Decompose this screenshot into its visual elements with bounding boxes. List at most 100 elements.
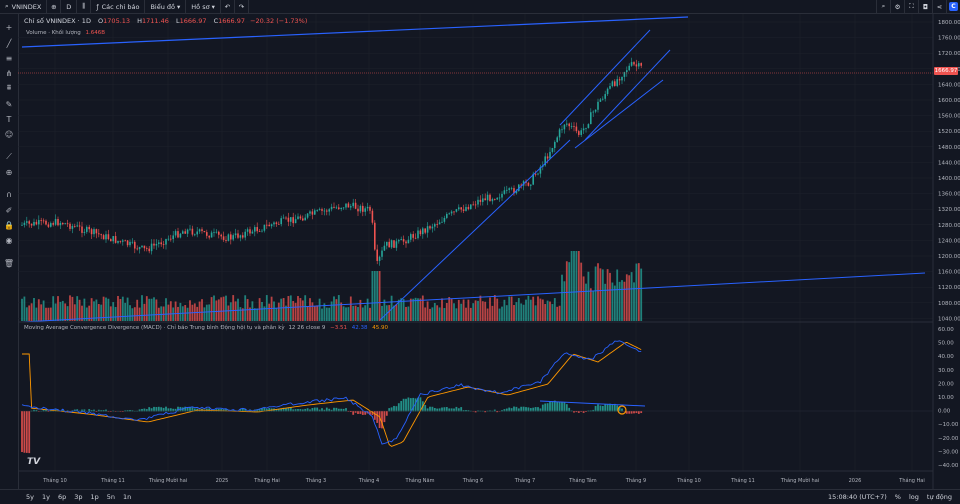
macd-histogram-bar — [138, 409, 141, 412]
chart-type-button[interactable]: ⫼ — [77, 0, 92, 13]
macd-tick-label: 20.00 — [938, 381, 954, 387]
crosshair-icon[interactable]: + — [5, 22, 13, 32]
macd-histogram-bar — [376, 411, 379, 423]
open-label: O — [98, 17, 104, 25]
candle-body — [40, 220, 42, 221]
range-button[interactable]: 5n — [106, 493, 116, 501]
volume-bar — [460, 303, 463, 321]
macd-histogram-bar — [472, 411, 475, 412]
horizontal-lines-icon[interactable]: ≡ — [5, 53, 13, 63]
volume-bar — [589, 288, 592, 321]
candle-body — [191, 228, 194, 235]
brand-button[interactable]: C — [946, 0, 960, 13]
volume-bar — [21, 298, 23, 321]
macd-histogram-bar — [361, 411, 364, 415]
fullscreen-button[interactable]: ⛶ — [904, 0, 918, 13]
candle-body — [203, 231, 206, 233]
price-tick-label: 1400.00 — [938, 176, 960, 182]
redo-button[interactable]: ↷ — [235, 0, 249, 13]
macd-histogram-bar — [150, 408, 153, 412]
tradingview-logo-icon[interactable]: 𝙏𝙑 — [27, 457, 41, 467]
volume-bar — [69, 295, 71, 321]
interval-button[interactable]: D — [61, 0, 78, 13]
clock[interactable]: 15:08:40 (UTC+7) — [827, 493, 887, 501]
eye-icon[interactable]: ◉ — [5, 235, 13, 245]
trendline-volume-support[interactable] — [21, 272, 926, 323]
candle-body — [42, 220, 45, 222]
undo-button[interactable]: ↶ — [221, 0, 235, 13]
macd-histogram-bar — [287, 407, 290, 412]
range-button[interactable]: 1p — [90, 493, 99, 501]
trendline-top-long[interactable] — [21, 16, 689, 48]
macd-histogram-bar — [553, 400, 556, 412]
emoji-icon[interactable]: ☺ — [4, 129, 14, 139]
macd-histogram-bar — [582, 411, 585, 413]
chart-menu-button[interactable]: Biểu đồ ▾ — [145, 0, 187, 13]
ruler-icon[interactable]: ⟋ — [6, 152, 12, 161]
candle-body — [225, 239, 227, 241]
auto-toggle[interactable]: tự động — [926, 493, 952, 501]
screenshot-button[interactable]: ◘ — [918, 0, 932, 13]
channel-upper[interactable] — [559, 29, 651, 126]
volume-bar — [217, 299, 220, 321]
search-icon: ⌕ — [881, 2, 886, 10]
macd-histogram-bar — [357, 411, 359, 414]
candle-body — [638, 63, 640, 67]
quick-search-button[interactable]: ⌕ — [876, 0, 890, 13]
range-button[interactable]: 1n — [123, 493, 132, 501]
macd-histogram-bar — [256, 409, 259, 412]
range-button[interactable]: 3p — [74, 493, 83, 501]
macd-histogram-bar — [105, 409, 107, 412]
indicators-button[interactable]: ƒ Các chỉ báo — [91, 0, 146, 13]
candle-body — [398, 240, 400, 242]
volume-bar — [534, 305, 537, 321]
lock-icon[interactable]: 🔒 — [4, 220, 14, 230]
brush-icon[interactable]: ✎ — [5, 99, 13, 109]
channel-lower[interactable] — [574, 79, 664, 149]
percent-toggle[interactable]: % — [894, 493, 901, 501]
volume-bar — [277, 302, 280, 321]
macd-legend[interactable]: Moving Average Convergence Divergence (M… — [24, 325, 388, 331]
macd-histogram-bar — [448, 408, 451, 412]
candles-icon: ⫼ — [82, 2, 86, 10]
candle-body — [482, 198, 484, 202]
macd-histogram-bar — [527, 407, 530, 412]
candle-body — [496, 197, 498, 200]
volume-legend[interactable]: Volume · Khối lượng 1.646B — [26, 30, 105, 36]
trendline-uptrend-support[interactable] — [379, 139, 571, 321]
trendline-icon[interactable]: ╱ — [6, 38, 12, 48]
settings-button[interactable]: ⚙ — [890, 0, 904, 13]
range-button[interactable]: 1y — [41, 493, 50, 501]
profile-button[interactable]: Hồ sơ ▾ — [186, 0, 221, 13]
fib-icon[interactable]: ⩩ — [6, 83, 12, 92]
magnet-icon[interactable]: ∩ — [6, 189, 12, 199]
share-button[interactable]: ⋖ — [932, 0, 946, 13]
pitchfork-icon[interactable]: ⋔ — [5, 68, 13, 78]
candle-body — [611, 81, 614, 87]
compare-button[interactable]: ⊕ — [47, 0, 62, 13]
candle-body — [532, 173, 534, 185]
time-axis[interactable]: Tháng 10 Tháng 11 Tháng Mười hai 2025 Tháng … — [42, 477, 925, 484]
symbol-search[interactable]: ⌕ VNINDEX — [0, 0, 48, 13]
candle-body — [280, 218, 282, 225]
text-icon[interactable]: T — [6, 114, 12, 124]
volume-value: 1.646B — [85, 30, 106, 36]
volume-bar — [611, 282, 614, 321]
range-button[interactable]: 5y — [26, 493, 34, 501]
channel-middle[interactable] — [584, 49, 671, 141]
macd-trendline[interactable] — [539, 400, 646, 407]
zoom-icon[interactable]: ⊕ — [5, 167, 13, 177]
macd-histogram-bar — [453, 408, 455, 412]
range-button[interactable]: 6p — [57, 493, 67, 501]
macd-axis[interactable]: 60.00 50.00 40.00 30.00 20.00 10.00 0.00 −10.00… — [938, 327, 959, 469]
time-tick-label: Tháng 10 — [42, 477, 67, 484]
price-axis[interactable]: 1800.001760.001720.001680.001640.001600.… — [938, 20, 960, 322]
trash-icon[interactable]: 🗑 — [3, 258, 15, 268]
volume-bar — [366, 298, 369, 321]
candle-body — [426, 226, 429, 233]
stay-drawing-icon[interactable]: ✐ — [5, 205, 13, 215]
volume-bar — [47, 307, 50, 321]
log-toggle[interactable]: log — [908, 493, 919, 501]
grid — [18, 14, 933, 471]
